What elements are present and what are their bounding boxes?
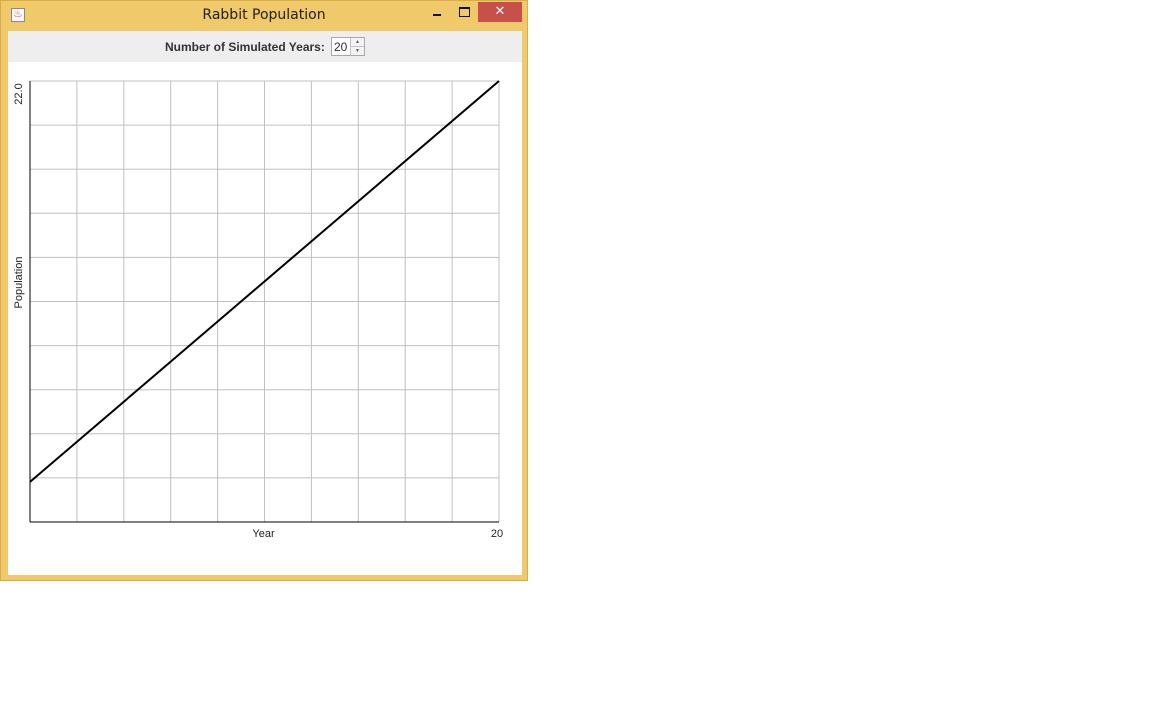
y-tick-label: 22.0 [13,83,25,104]
y-axis-label: Population [13,257,25,309]
window-title: Rabbit Population [202,7,326,23]
chevron-down-icon: ▼ [355,48,360,54]
maximize-button[interactable] [452,3,476,21]
series-line [29,80,500,483]
title-bar[interactable]: ♨ Rabbit Population ✕ [1,1,527,31]
years-spinner[interactable]: ▲ ▼ [331,37,365,56]
spin-down-button[interactable]: ▼ [350,47,364,55]
x-axis-label: Year [252,528,275,540]
controls-panel: Number of Simulated Years: ▲ ▼ [8,31,522,62]
years-label: Number of Simulated Years: [165,40,325,54]
content-pane: Number of Simulated Years: ▲ ▼ Year 20 Pop… [8,31,522,575]
close-button[interactable]: ✕ [478,2,522,22]
spin-up-button[interactable]: ▲ [350,38,364,47]
x-tick-label: 20 [491,528,503,540]
app-window: ♨ Rabbit Population ✕ Number of Simulate… [0,0,528,581]
years-input[interactable] [332,38,352,55]
java-icon[interactable]: ♨ [11,8,25,22]
chevron-up-icon: ▲ [355,39,360,45]
minimize-button[interactable] [425,3,449,21]
population-chart: Year 20 Population 22.0 [13,80,503,540]
minimize-icon [433,14,441,16]
maximize-icon [459,7,470,17]
